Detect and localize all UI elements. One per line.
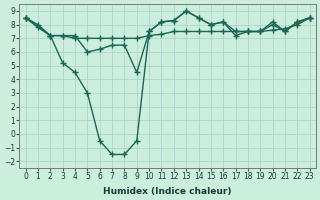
X-axis label: Humidex (Indice chaleur): Humidex (Indice chaleur) <box>103 187 232 196</box>
